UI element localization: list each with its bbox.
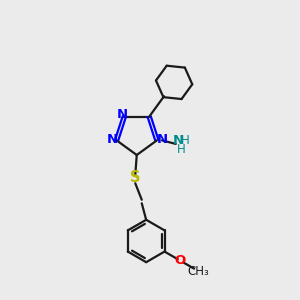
Text: O: O (175, 254, 186, 267)
Text: H: H (181, 134, 190, 147)
Text: N: N (117, 108, 128, 121)
Text: N: N (156, 133, 167, 146)
Text: H: H (177, 143, 185, 156)
Text: CH₃: CH₃ (188, 265, 210, 278)
Text: N: N (106, 133, 118, 146)
Text: N: N (172, 134, 184, 147)
Text: S: S (130, 170, 140, 185)
